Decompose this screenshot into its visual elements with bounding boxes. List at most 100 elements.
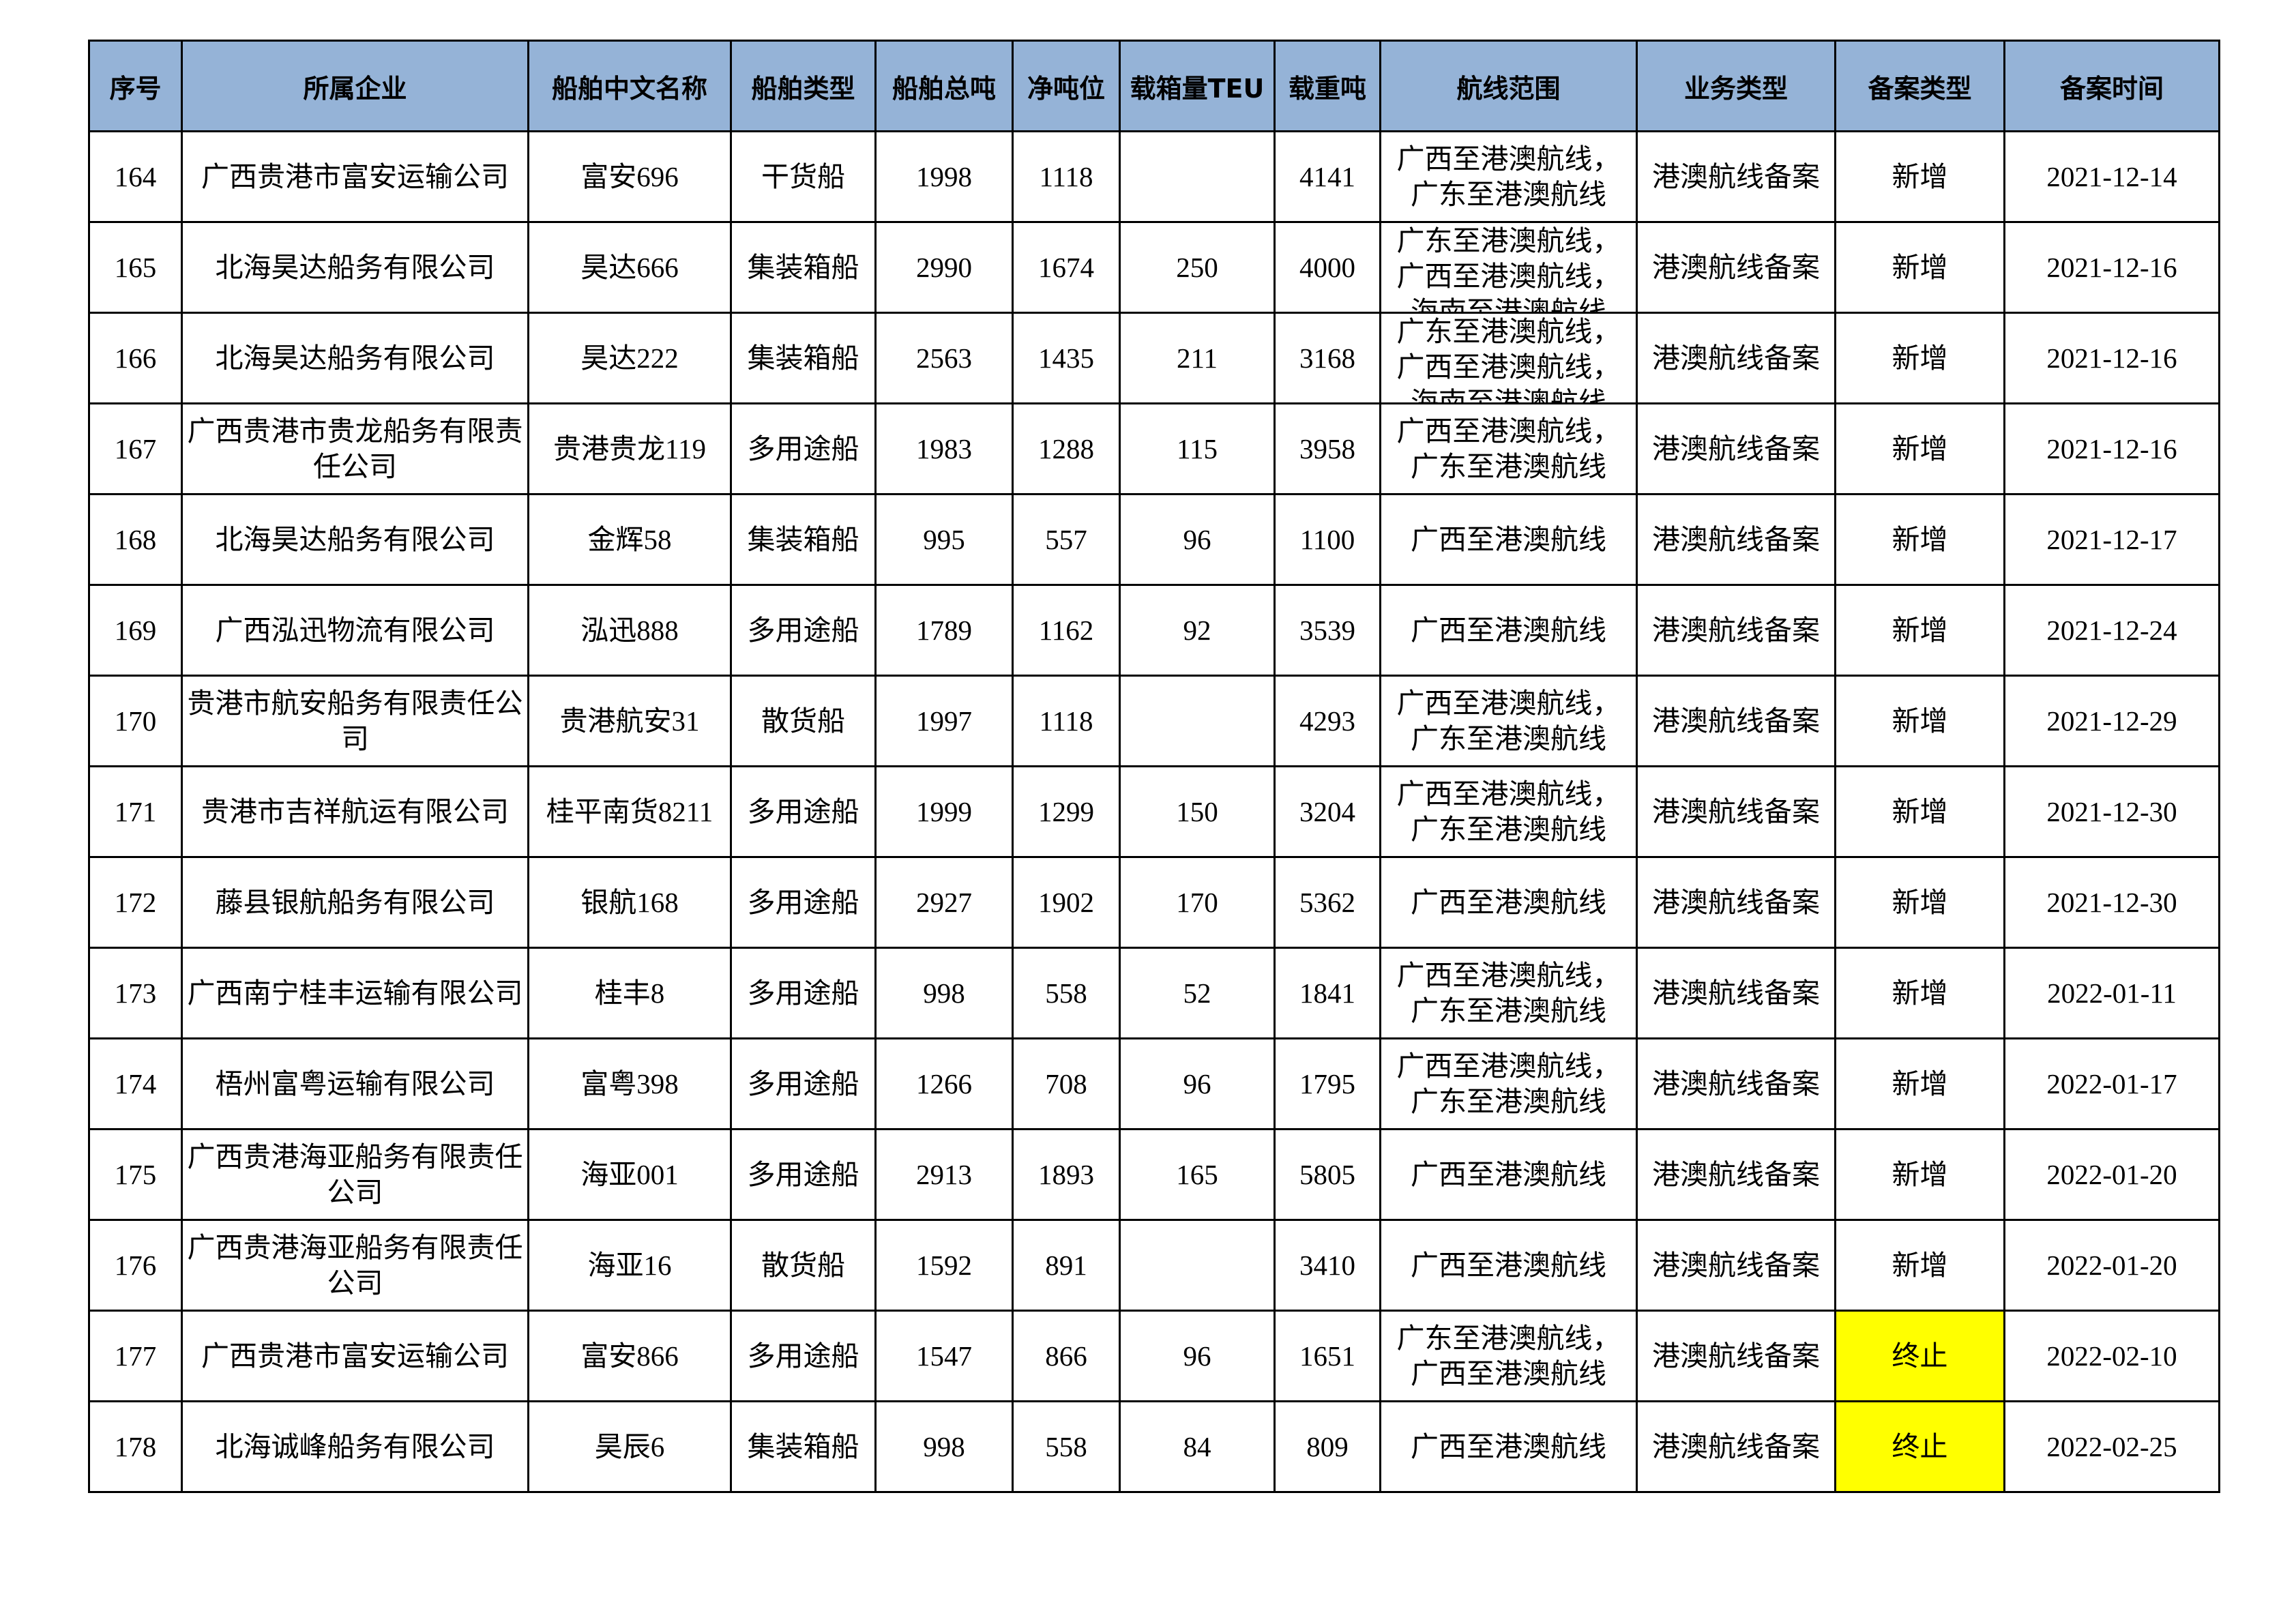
- cell-text: 1789: [916, 615, 972, 646]
- cell-text: 港澳航线备案: [1652, 433, 1820, 464]
- cell-text: 866: [1045, 1340, 1087, 1372]
- table-cell: 5362: [1274, 856, 1381, 949]
- cell-text: 昊辰6: [594, 1431, 665, 1462]
- table-cell: 北海昊达船务有限公司: [181, 493, 529, 586]
- table-cell: 170: [1119, 856, 1276, 949]
- table-cell: 1299: [1012, 765, 1121, 858]
- table-cell: 164: [88, 130, 183, 223]
- cell-text: 2021-12-30: [2046, 796, 2177, 827]
- table-cell: 港澳航线备案: [1636, 1310, 1836, 1402]
- cell-text: 1651: [1299, 1340, 1355, 1372]
- table-row: 175 广西贵港海亚船务有限责任公司 海亚001 多用途船 2913 1893 165 580…: [88, 1128, 2220, 1221]
- cell-text: 178: [114, 1431, 157, 1462]
- header-cell: 备案时间: [2003, 40, 2220, 132]
- table-cell: 115: [1119, 402, 1276, 495]
- cell-text: 新增: [1892, 433, 1948, 464]
- header-cell: 业务类型: [1636, 40, 1836, 132]
- table-cell: 2021-12-24: [2003, 584, 2220, 677]
- table-cell: 96: [1119, 1037, 1276, 1130]
- cell-text: 北海昊达船务有限公司: [215, 342, 495, 374]
- table-cell: 新增: [1834, 584, 2005, 677]
- table-row: 169 广西泓迅物流有限公司 泓迅888 多用途船 1789 1162 92 3539 广西至港…: [88, 584, 2220, 677]
- table-cell: 211: [1119, 312, 1276, 404]
- table-cell: 多用途船: [730, 584, 877, 677]
- cell-text: 多用途船: [747, 1340, 859, 1372]
- table-cell: 165: [88, 221, 183, 314]
- cell-text: 3958: [1299, 433, 1355, 464]
- cell-text: 新增: [1892, 1250, 1948, 1281]
- table-cell: 2021-12-14: [2003, 130, 2220, 223]
- cell-text: 港澳航线备案: [1652, 977, 1820, 1009]
- table-cell: 新增: [1834, 947, 2005, 1039]
- table-cell: 1999: [874, 765, 1014, 858]
- table-cell: 新增: [1834, 1128, 2005, 1221]
- table-cell: 广西至港澳航线: [1379, 493, 1638, 586]
- table-cell: 贵港市吉祥航运有限公司: [181, 765, 529, 858]
- table-cell: 173: [88, 947, 183, 1039]
- table-cell: 新增: [1834, 493, 2005, 586]
- cell-text: 新增: [1892, 796, 1948, 827]
- table-cell: 多用途船: [730, 947, 877, 1039]
- table-cell: 广西泓迅物流有限公司: [181, 584, 529, 677]
- table-cell: 港澳航线备案: [1636, 1400, 1836, 1493]
- table-cell: 港澳航线备案: [1636, 312, 1836, 404]
- table-cell: 北海昊达船务有限公司: [181, 221, 529, 314]
- cell-text: 港澳航线备案: [1652, 705, 1820, 737]
- cell-text: 5805: [1299, 1159, 1355, 1190]
- cell-text: 250: [1176, 252, 1218, 283]
- cell-text: 96: [1183, 524, 1211, 555]
- table-cell: 北海诚峰船务有限公司: [181, 1400, 529, 1493]
- table-cell: 海亚16: [527, 1219, 732, 1312]
- cell-text: 多用途船: [747, 433, 859, 464]
- table-cell: 港澳航线备案: [1636, 856, 1836, 949]
- cell-text: 1902: [1038, 887, 1094, 918]
- cell-text: 2990: [916, 252, 972, 283]
- header-cell: 船舶总吨: [874, 40, 1014, 132]
- cell-text: 北海昊达船务有限公司: [215, 524, 495, 555]
- table-cell: 广西贵港海亚船务有限责任公司: [181, 1219, 529, 1312]
- cell-text: 桂丰8: [594, 977, 665, 1009]
- cell-text: 散货船: [761, 705, 845, 737]
- table-cell: 梧州富粤运输有限公司: [181, 1037, 529, 1130]
- cell-text: 新增: [1892, 1068, 1948, 1099]
- table-cell: 558: [1012, 947, 1121, 1039]
- table-cell: 52: [1119, 947, 1276, 1039]
- table-cell: 2021-12-16: [2003, 221, 2220, 314]
- cell-text: 1674: [1038, 252, 1094, 283]
- cell-text: 2021-12-17: [2046, 524, 2177, 555]
- table-cell: 1162: [1012, 584, 1121, 677]
- cell-text: 177: [114, 1340, 157, 1372]
- cell-text: 2022-02-10: [2046, 1340, 2177, 1372]
- cell-text: 115: [1177, 433, 1218, 464]
- table-cell: 新增: [1834, 402, 2005, 495]
- table-cell: 泓迅888: [527, 584, 732, 677]
- table-row: 174 梧州富粤运输有限公司 富粤398 多用途船 1266 708 96 1795 广西至港澳…: [88, 1037, 2220, 1130]
- table-cell: 2022-01-11: [2003, 947, 2220, 1039]
- cell-text: 银航168: [580, 887, 679, 918]
- cell-text: 港澳航线备案: [1652, 161, 1820, 192]
- cell-text: 海亚16: [587, 1250, 672, 1281]
- cell-text: 1999: [916, 796, 972, 827]
- table-cell: 1118: [1012, 130, 1121, 223]
- cell-text: 北海昊达船务有限公司: [215, 252, 495, 283]
- table-cell: 1998: [874, 130, 1014, 223]
- table-cell: 150: [1119, 765, 1276, 858]
- cell-text: 港澳航线备案: [1652, 1068, 1820, 1099]
- table-cell: 177: [88, 1310, 183, 1402]
- table-row: 177 广西贵港市富安运输公司 富安866 多用途船 1547 866 96 1651 广东至港…: [88, 1310, 2220, 1402]
- table-cell: 多用途船: [730, 1128, 877, 1221]
- table-cell: 新增: [1834, 1219, 2005, 1312]
- table-cell: 干货船: [730, 130, 877, 223]
- cell-text: 175: [114, 1159, 157, 1190]
- header-cell: 船舶中文名称: [527, 40, 732, 132]
- cell-text: 多用途船: [747, 1068, 859, 1099]
- table-cell: 165: [1119, 1128, 1276, 1221]
- table-cell: 2022-02-10: [2003, 1310, 2220, 1402]
- table-cell: 港澳航线备案: [1636, 1037, 1836, 1130]
- table-cell: 广西贵港市贵龙船务有限责任公司: [181, 402, 529, 495]
- cell-text: 集装箱船: [747, 252, 859, 283]
- cell-text: 2022-01-11: [2047, 977, 2177, 1009]
- table-cell: 4000: [1274, 221, 1381, 314]
- cell-text: 5362: [1299, 887, 1355, 918]
- cell-text: 1592: [916, 1250, 972, 1281]
